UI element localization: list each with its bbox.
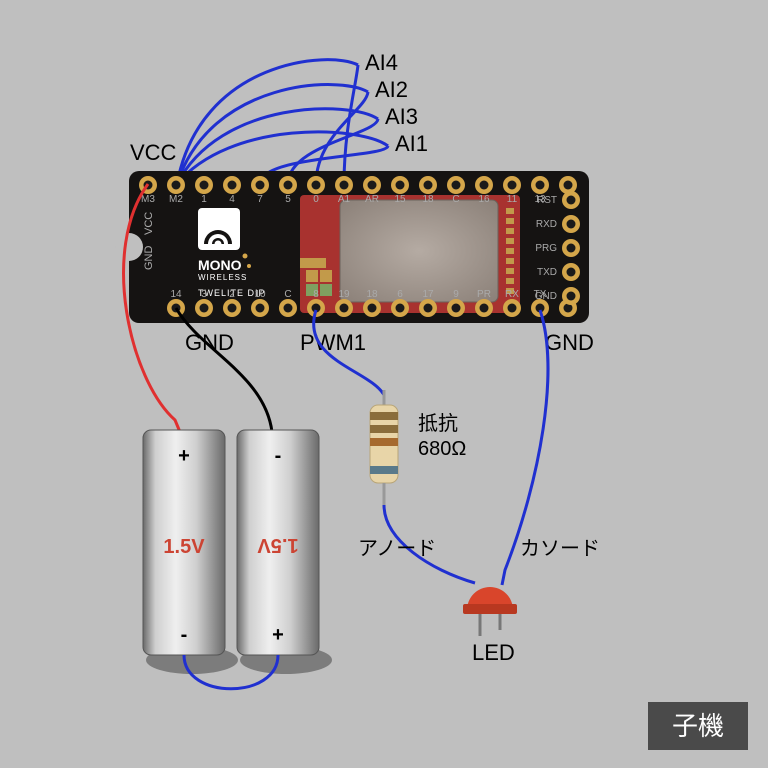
svg-text:16: 16: [478, 194, 490, 205]
label-resistor-val: 680Ω: [418, 438, 466, 460]
label-vcc-ext: VCC: [130, 140, 177, 165]
svg-text:7: 7: [257, 194, 263, 205]
svg-text:A1: A1: [338, 194, 351, 205]
label-led: LED: [472, 640, 515, 665]
svg-text:RST: RST: [537, 195, 557, 206]
svg-text:RXD: RXD: [536, 219, 557, 230]
svg-text:M2: M2: [169, 194, 183, 205]
brand-sub: WIRELESS: [198, 273, 247, 282]
svg-text:4: 4: [229, 194, 235, 205]
svg-text:0: 0: [313, 194, 319, 205]
resistor: [370, 390, 398, 505]
svg-text:11: 11: [507, 194, 518, 205]
svg-text:18: 18: [366, 289, 378, 300]
svg-text:8: 8: [313, 289, 319, 300]
svg-text:9: 9: [453, 289, 459, 300]
bat1-volt: 1.5V: [163, 536, 205, 558]
label-gnd-left: GND: [185, 330, 234, 355]
title-box: 子機: [648, 702, 748, 750]
battery-pack: + - 1.5V - + 1.5V: [143, 430, 332, 674]
title-text: 子機: [672, 711, 724, 741]
wire-gnd-bat: [176, 308, 272, 432]
logo-dot-1: [243, 254, 248, 259]
svg-text:15: 15: [394, 194, 406, 205]
svg-text:PR: PR: [477, 289, 491, 300]
label-resistor: 抵抗: [418, 412, 458, 435]
brand-main: MONO: [198, 257, 242, 273]
svg-text:TXD: TXD: [537, 267, 557, 278]
bat2-volt: 1.5V: [257, 534, 299, 556]
svg-text:19: 19: [338, 289, 350, 300]
svg-text:M3: M3: [141, 194, 155, 205]
side-label-gnd: GND: [143, 246, 155, 271]
svg-text:17: 17: [422, 289, 434, 300]
svg-text:10: 10: [254, 289, 266, 300]
bat2-minus: -: [275, 445, 282, 467]
bat1-plus: +: [178, 445, 190, 467]
svg-text:C: C: [452, 194, 459, 205]
label-anode: アノード: [358, 538, 436, 560]
svg-text:PRG: PRG: [535, 243, 557, 254]
svg-text:1: 1: [201, 194, 207, 205]
label-gnd-right: GND: [545, 330, 594, 355]
label-ai3: AI3: [385, 104, 418, 129]
wiring-diagram: AI4 AI2 AI3 AI1 VCC MONO WIRELESS TWE: [0, 0, 768, 768]
svg-text:2: 2: [229, 289, 235, 300]
label-ai2: AI2: [375, 77, 408, 102]
led: [463, 587, 517, 636]
twelite-board: MONO WIRELESS TWELITE DIP GND VCC: [115, 171, 589, 323]
side-label-vcc: VCC: [143, 212, 155, 235]
svg-text:C: C: [284, 289, 291, 300]
svg-text:14: 14: [170, 289, 182, 300]
svg-text:RX: RX: [505, 289, 519, 300]
label-pwm1: PWM1: [300, 330, 366, 355]
label-ai4: AI4: [365, 50, 398, 75]
label-ai1: AI1: [395, 131, 428, 156]
label-cathode: カソード: [520, 538, 600, 560]
logo-dot-2: [247, 264, 251, 268]
ai-jumper-wires: [177, 60, 388, 184]
svg-text:AR: AR: [365, 194, 379, 205]
svg-text:3: 3: [201, 289, 207, 300]
svg-text:5: 5: [285, 194, 291, 205]
svg-text:GND: GND: [535, 291, 557, 302]
logo-icon: [198, 208, 240, 250]
bottom-pin-row: 143210C819186179PRRXTXG: [167, 289, 577, 317]
svg-text:6: 6: [397, 289, 403, 300]
bat2-plus: +: [272, 624, 284, 646]
svg-text:18: 18: [422, 194, 434, 205]
bat1-minus: -: [181, 624, 188, 646]
